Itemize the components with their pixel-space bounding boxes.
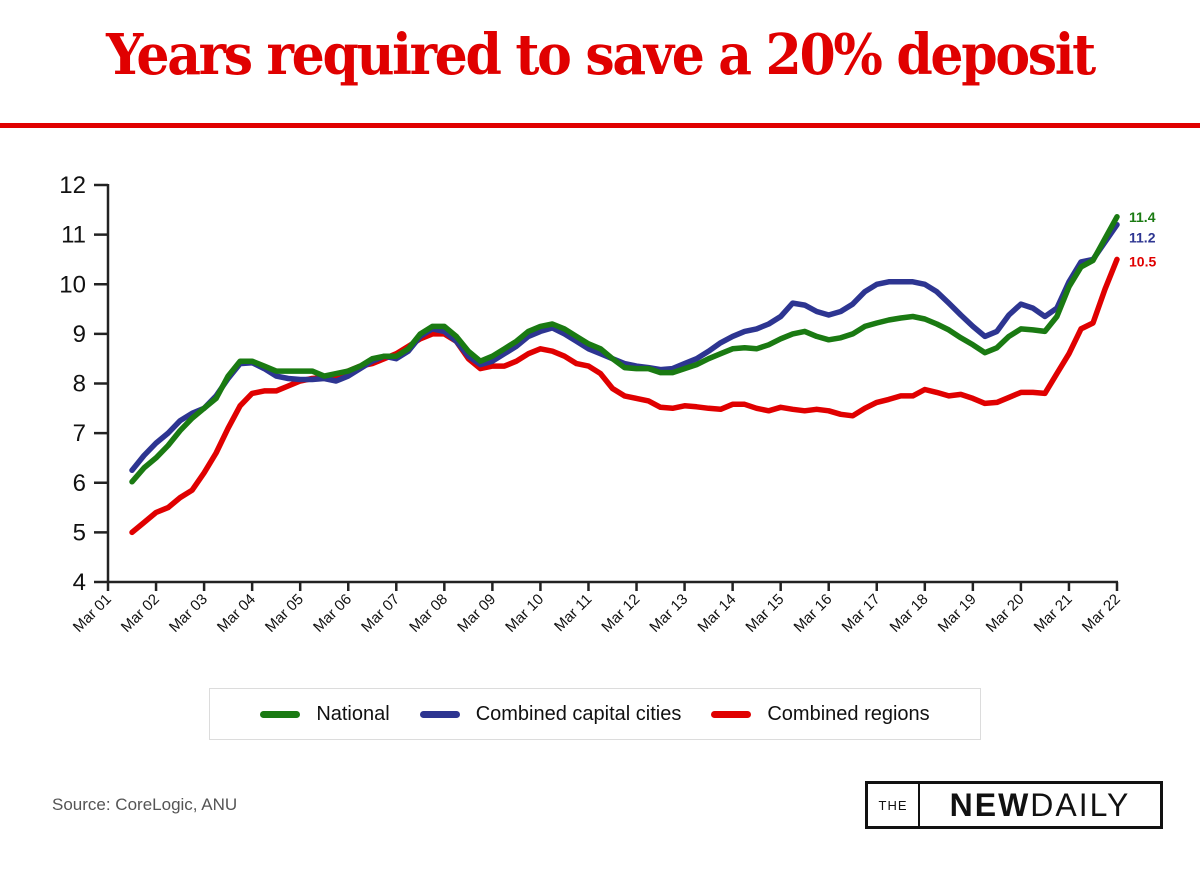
series-line-regions xyxy=(129,256,1120,536)
series-line-capitals xyxy=(129,221,1120,474)
x-tick-label: Mar 21 xyxy=(1031,591,1076,636)
x-tick-label: Mar 09 xyxy=(454,591,499,636)
x-tick-label: Mar 10 xyxy=(502,591,547,636)
x-tick-label: Mar 14 xyxy=(694,591,739,636)
x-axis: Mar 01 Mar 02 Mar 03 Mar 04 Mar 05 Mar 06 Mar … xyxy=(70,580,1124,636)
y-tick-label: 10 xyxy=(59,271,86,298)
legend-swatch-capitals xyxy=(419,710,460,718)
x-tick-label: Mar 11 xyxy=(551,591,595,635)
x-tick-label: Mar 18 xyxy=(887,591,932,636)
end-label-regions: 10.5 xyxy=(1129,253,1156,269)
end-label-capitals: 11.2 xyxy=(1129,230,1156,246)
source-note: Source: CoreLogic, ANU xyxy=(52,795,238,814)
y-axis: 4 5 6 7 8 9 10 11 12 xyxy=(59,172,110,596)
legend-swatch-national xyxy=(260,710,301,718)
x-tick-label: Mar 03 xyxy=(166,591,211,636)
logo-wordmark: NEW DAILY xyxy=(920,784,1160,826)
x-tick-label: Mar 01 xyxy=(70,591,115,636)
series-lines xyxy=(129,214,1120,536)
x-tick-label: Mar 22 xyxy=(1079,591,1124,636)
x-tick-label: Mar 16 xyxy=(791,591,836,636)
x-tick-label: Mar 12 xyxy=(598,591,643,636)
x-tick-label: Mar 08 xyxy=(406,591,451,636)
legend-label: National xyxy=(316,702,390,725)
legend-item-regions: Combined regions xyxy=(711,702,930,726)
logo-new: NEW xyxy=(949,786,1031,823)
newdaily-logo: THE NEW DAILY xyxy=(865,781,1163,829)
y-tick-label: 6 xyxy=(73,470,86,497)
y-tick-label: 9 xyxy=(73,321,86,348)
logo-the: THE xyxy=(868,784,920,826)
end-label-national: 11.4 xyxy=(1129,209,1156,225)
x-tick-label: Mar 04 xyxy=(214,591,259,636)
x-tick-label: Mar 06 xyxy=(310,591,355,636)
y-tick-label: 5 xyxy=(73,519,86,546)
x-tick-label: Mar 20 xyxy=(983,591,1028,636)
legend-item-national: National xyxy=(260,702,390,726)
legend-label: Combined regions xyxy=(767,702,930,725)
legend-item-capitals: Combined capital cities xyxy=(419,702,682,726)
x-tick-label: Mar 05 xyxy=(262,591,307,636)
x-tick-label: Mar 02 xyxy=(118,591,163,636)
y-tick-label: 7 xyxy=(73,420,86,447)
x-tick-label: Mar 07 xyxy=(358,591,403,636)
y-tick-label: 4 xyxy=(73,569,86,596)
y-tick-label: 8 xyxy=(73,371,86,398)
series-line-national xyxy=(129,214,1120,485)
x-tick-label: Mar 15 xyxy=(742,591,787,636)
chart-legend: National Combined capital cities Combine… xyxy=(209,688,981,740)
x-tick-label: Mar 13 xyxy=(646,591,691,636)
chart-title: Years required to save a 20% deposit xyxy=(106,22,1096,88)
header-divider xyxy=(0,123,1200,128)
y-tick-label: 12 xyxy=(59,172,86,199)
end-labels: 10.5 11.2 11.4 xyxy=(1129,209,1156,270)
legend-label: Combined capital cities xyxy=(475,702,682,725)
y-tick-label: 11 xyxy=(61,222,86,249)
x-tick-label: Mar 19 xyxy=(935,591,980,636)
x-tick-label: Mar 17 xyxy=(839,591,884,636)
legend-swatch-regions xyxy=(711,710,752,718)
logo-daily: DAILY xyxy=(1030,786,1131,823)
